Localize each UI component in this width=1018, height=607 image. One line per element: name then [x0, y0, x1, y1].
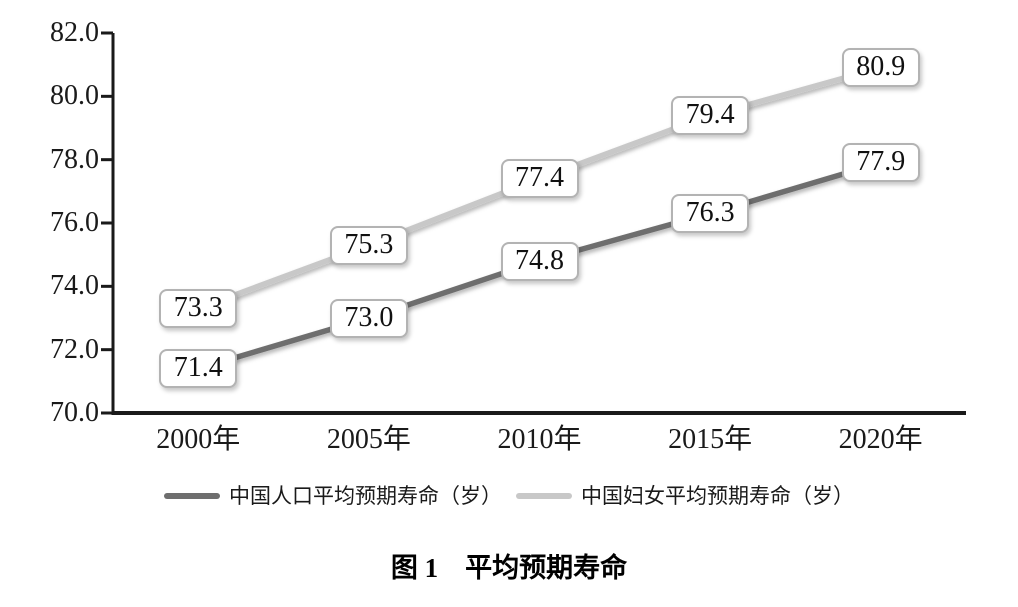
- population-line-swatch: [164, 493, 220, 499]
- legend-item-population: 中国人口平均预期寿命（岁）: [164, 481, 502, 511]
- data-label: 77.4: [500, 159, 579, 199]
- y-tick-label: 76.0: [50, 207, 99, 238]
- y-tick-label: 72.0: [50, 333, 99, 365]
- data-label: 73.3: [159, 289, 238, 328]
- data-label: 74.8: [500, 241, 579, 281]
- x-tick-label: 2005年: [326, 424, 411, 455]
- y-tick-label: 74.0: [50, 270, 99, 302]
- data-label: 80.9: [841, 48, 920, 88]
- x-tick-label: 2010年: [497, 424, 582, 455]
- legend-label-population: 中国人口平均预期寿命（岁）: [229, 484, 502, 508]
- legend-item-women: 中国妇女平均预期寿命（岁）: [516, 481, 854, 511]
- data-label: 71.4: [159, 349, 238, 389]
- women-line-swatch: [516, 493, 572, 499]
- x-tick-label: 2015年: [668, 424, 753, 455]
- y-tick-label: 82.0: [50, 17, 99, 48]
- data-label: 76.3: [671, 194, 750, 233]
- legend-label-women: 中国妇女平均预期寿命（岁）: [581, 484, 854, 508]
- data-label: 77.9: [841, 143, 920, 183]
- legend: 中国人口平均预期寿命（岁） 中国妇女平均预期寿命（岁）: [0, 479, 1018, 513]
- y-tick-label: 78.0: [50, 143, 99, 175]
- data-label: 79.4: [671, 95, 750, 135]
- y-tick-label: 80.0: [50, 80, 99, 112]
- figure-caption: 图 1 平均预期寿命: [390, 553, 628, 583]
- data-label: 73.0: [329, 298, 408, 338]
- data-label: 75.3: [329, 225, 408, 265]
- y-tick-label: 70.0: [50, 397, 99, 428]
- x-tick-label: 2020年: [838, 424, 923, 455]
- x-tick-label: 2000年: [156, 424, 241, 455]
